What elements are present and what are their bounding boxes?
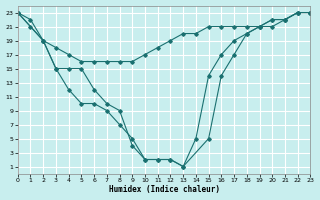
X-axis label: Humidex (Indice chaleur): Humidex (Indice chaleur) [108,185,220,194]
